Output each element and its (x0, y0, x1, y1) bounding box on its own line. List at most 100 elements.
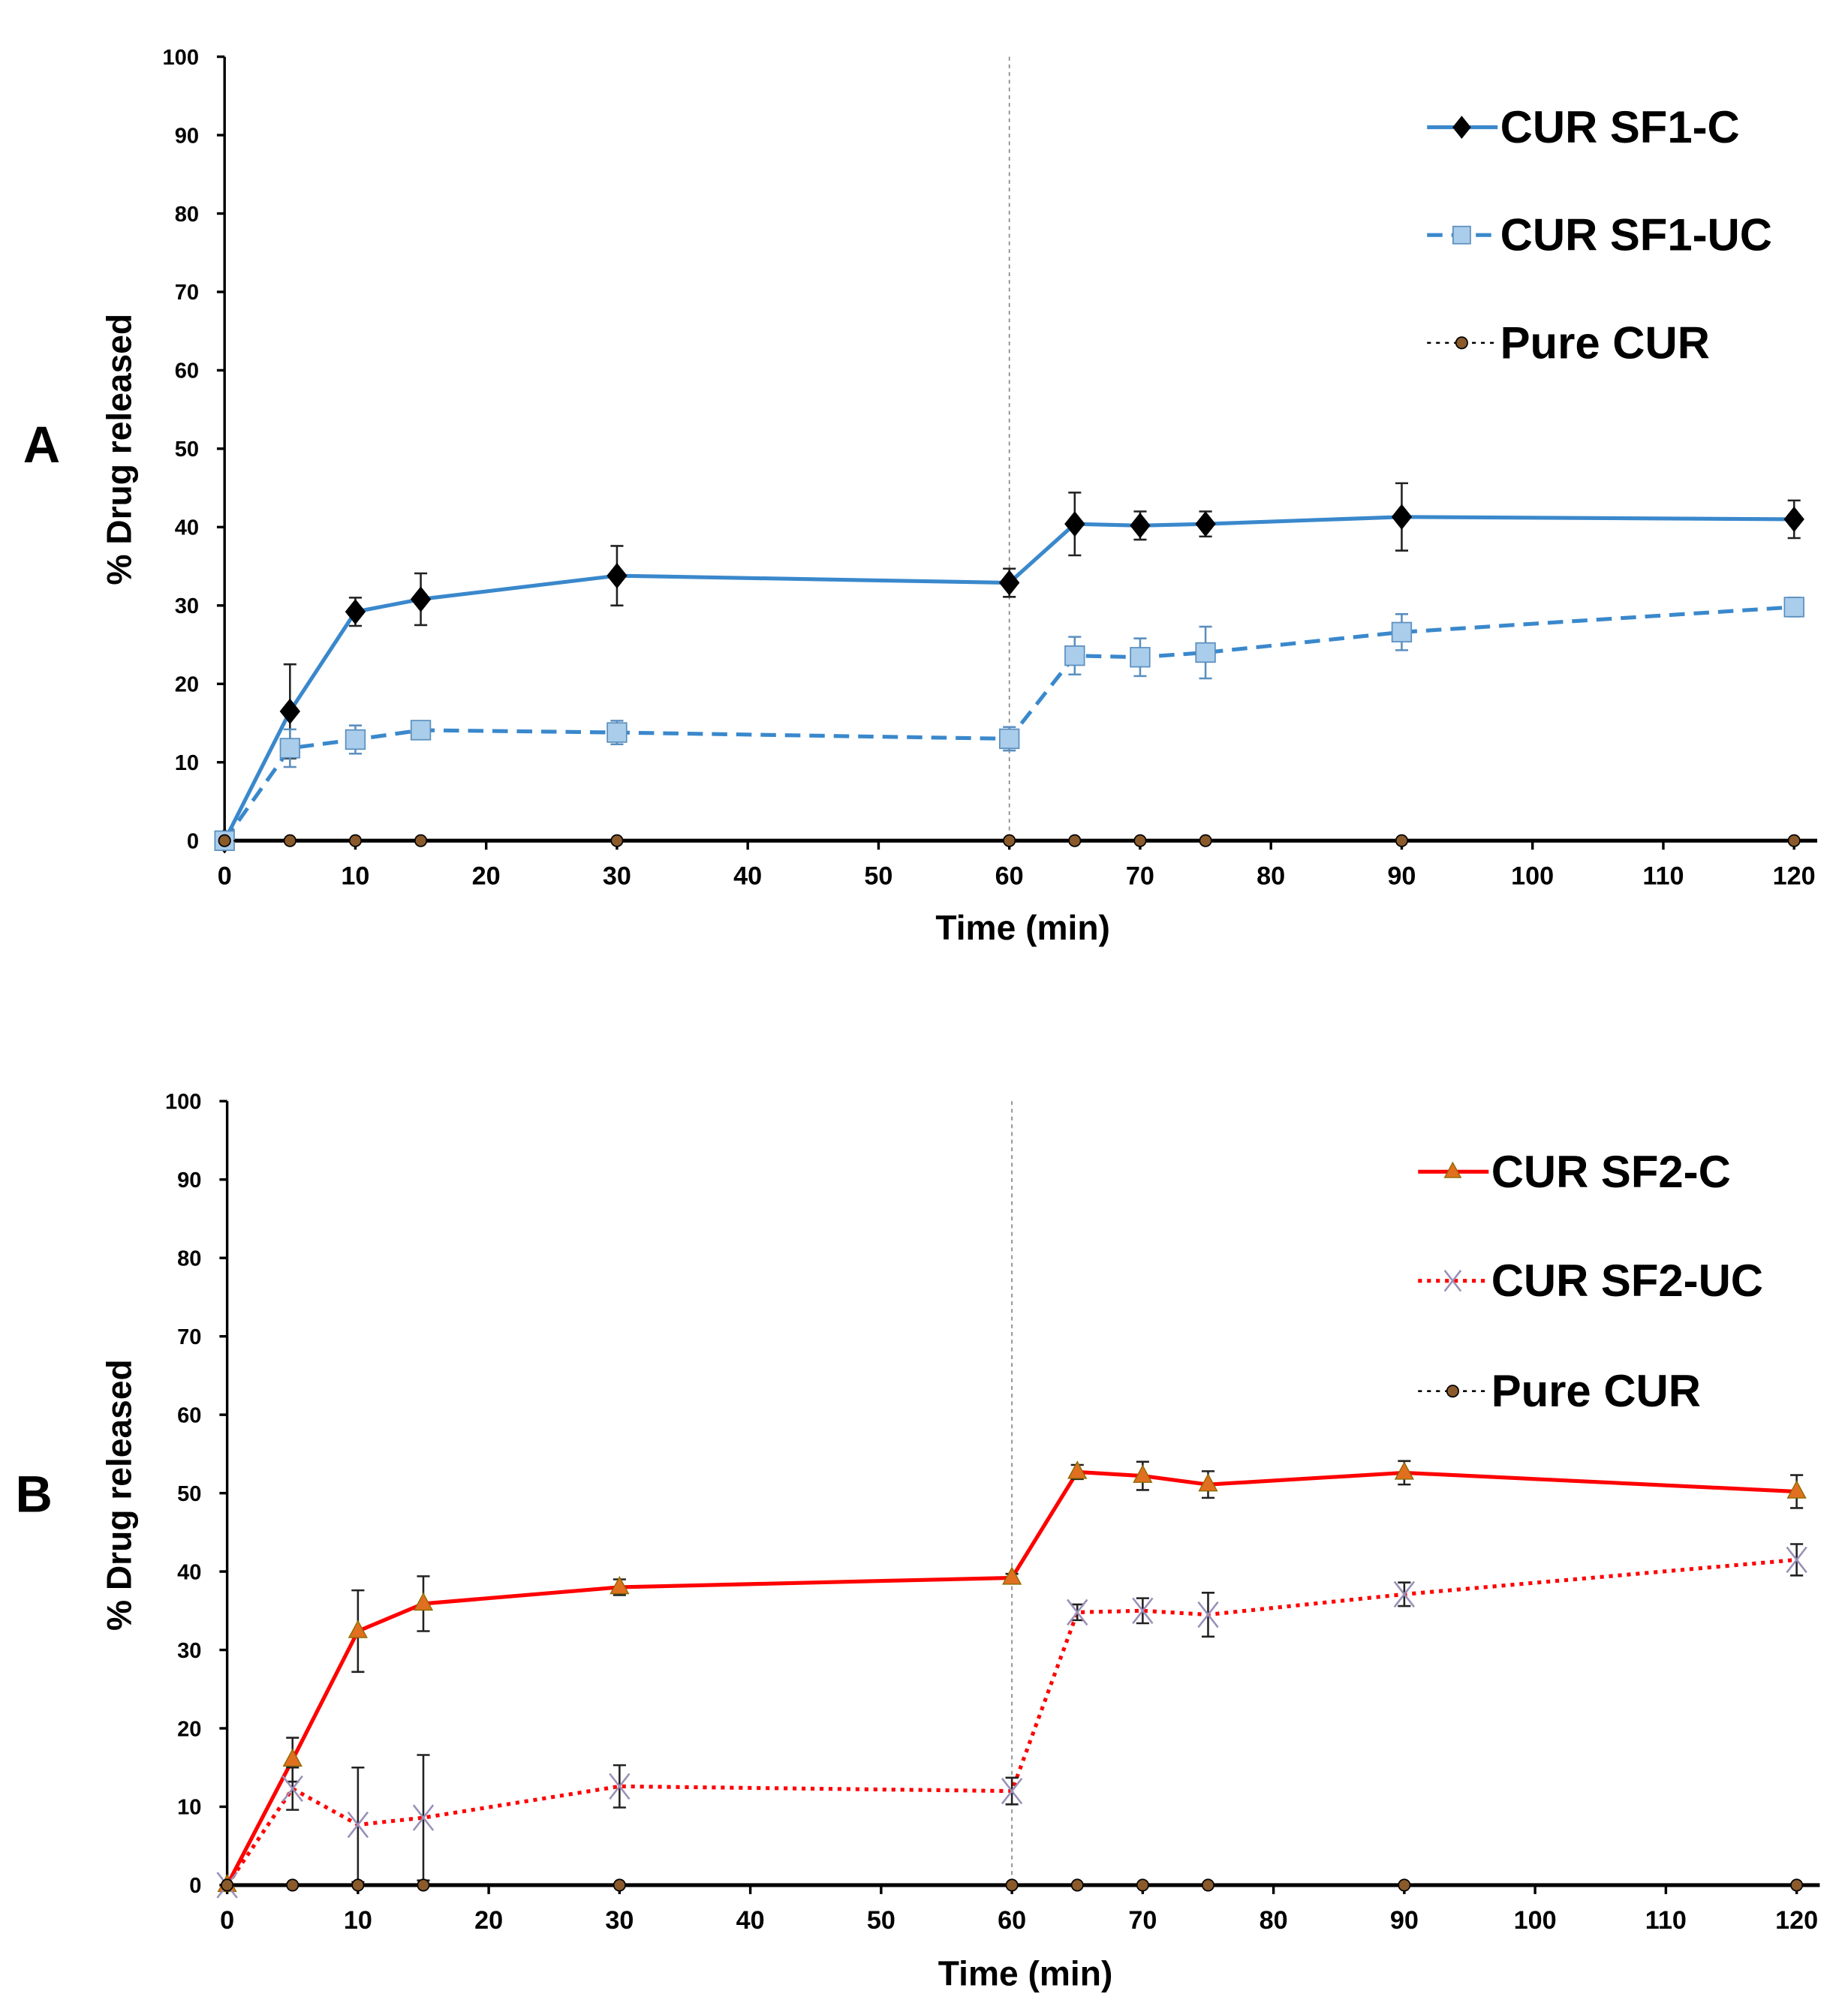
legend-label: CUR SF1-UC (1500, 210, 1772, 260)
legend-item: Pure CUR (1418, 1366, 1701, 1416)
y-tick-label: 30 (177, 1639, 201, 1663)
data-point (1130, 647, 1151, 668)
data-point (1003, 834, 1016, 847)
data-point (414, 834, 428, 847)
y-tick-label: 90 (175, 124, 199, 148)
y-tick-label: 30 (175, 594, 199, 618)
x-tick-label: 10 (341, 862, 369, 890)
x-tick-label: 80 (1257, 862, 1285, 890)
x-tick-label: 40 (736, 1906, 765, 1935)
data-point (1393, 1580, 1416, 1608)
legend-marker-square-icon (1452, 225, 1471, 245)
data-point (347, 1811, 369, 1839)
y-tick-label: 60 (177, 1403, 201, 1427)
data-point (410, 720, 432, 741)
data-point (279, 738, 301, 759)
panel-label: A (23, 417, 60, 474)
legend-marker-circle-icon (1455, 336, 1468, 350)
data-point (1005, 1878, 1019, 1892)
data-point (279, 698, 301, 724)
y-tick-label: 100 (163, 46, 199, 70)
data-point (345, 729, 366, 750)
x-tick-label: 110 (1645, 1906, 1687, 1935)
data-point (1133, 834, 1147, 847)
data-point (413, 1592, 434, 1611)
y-tick-label: 60 (175, 359, 199, 383)
data-point (345, 599, 366, 625)
data-point (1195, 511, 1216, 537)
y-tick-label: 80 (175, 203, 199, 227)
data-point (1197, 1601, 1219, 1629)
x-tick-label: 0 (220, 1906, 234, 1935)
data-point (1070, 1878, 1084, 1892)
legend-marker-x-icon (1443, 1270, 1462, 1292)
data-point (1130, 513, 1151, 539)
x-tick-label: 90 (1387, 862, 1416, 890)
x-tick-label: 100 (1511, 862, 1554, 890)
data-point (410, 586, 432, 612)
y-axis-label: % Drug released (99, 1359, 138, 1631)
data-point (281, 1775, 303, 1803)
x-tick-label: 60 (995, 862, 1024, 890)
legend-marker-circle-icon (1446, 1385, 1459, 1398)
y-tick-label: 40 (177, 1560, 201, 1584)
x-tick-label: 30 (605, 1906, 634, 1935)
data-point (1398, 1878, 1411, 1892)
data-point (348, 1620, 368, 1638)
x-tick-label: 70 (1128, 1906, 1157, 1935)
data-point (606, 563, 628, 589)
data-point (282, 1748, 302, 1767)
legend-label: Pure CUR (1491, 1366, 1701, 1416)
data-point (417, 1878, 430, 1892)
data-point (1391, 504, 1413, 530)
data-point (1394, 1461, 1414, 1480)
legend-marker-diamond-icon (1452, 116, 1471, 140)
legend-marker-triangle-icon (1443, 1161, 1462, 1178)
y-tick-label: 20 (175, 673, 199, 697)
x-tick-label: 30 (603, 862, 631, 890)
x-tick-label: 40 (733, 862, 762, 890)
data-point (999, 570, 1020, 596)
legend-item: Pure CUR (1427, 317, 1710, 368)
data-point (348, 834, 362, 847)
data-point (1068, 834, 1082, 847)
data-point (1787, 834, 1801, 847)
x-axis-label: Time (min) (935, 908, 1110, 947)
x-tick-label: 50 (864, 862, 892, 890)
legend-item: CUR SF1-C (1427, 102, 1740, 152)
legend-label: Pure CUR (1500, 317, 1710, 368)
data-point (221, 1878, 234, 1892)
data-point (412, 1804, 435, 1831)
x-tick-label: 120 (1775, 1906, 1818, 1935)
y-tick-label: 40 (175, 516, 199, 540)
data-point (1002, 1566, 1022, 1585)
series-pure-cur (221, 1878, 1804, 1892)
data-point (1195, 642, 1216, 663)
data-point (612, 1878, 626, 1892)
data-point (609, 1575, 630, 1595)
y-tick-label: 10 (177, 1796, 201, 1820)
series-pure-cur (218, 834, 1801, 847)
x-tick-label: 60 (998, 1906, 1026, 1935)
data-point (1786, 1546, 1807, 1574)
data-point (1783, 506, 1804, 533)
panel-label: B (16, 1466, 53, 1523)
data-point (1198, 1473, 1218, 1492)
y-tick-label: 10 (175, 751, 199, 775)
data-point (1067, 1598, 1088, 1626)
y-tick-label: 70 (177, 1325, 201, 1349)
legend-label: CUR SF2-UC (1491, 1256, 1763, 1306)
data-point (283, 834, 296, 847)
legend-label: CUR SF2-C (1491, 1147, 1731, 1197)
x-tick-label: 70 (1126, 862, 1154, 890)
data-point (218, 834, 231, 847)
y-tick-label: 50 (177, 1482, 201, 1506)
x-tick-label: 100 (1514, 1906, 1557, 1935)
x-tick-label: 80 (1260, 1906, 1288, 1935)
chart-panel-a: A % Drug released Time (min) 0 10 20 30 40 50… (23, 46, 1817, 947)
y-tick-label: 80 (177, 1247, 201, 1271)
data-point (1064, 645, 1085, 666)
x-tick-label: 10 (344, 1906, 372, 1935)
x-tick-label: 50 (867, 1906, 895, 1935)
x-axis-label: Time (min) (938, 1953, 1113, 1992)
